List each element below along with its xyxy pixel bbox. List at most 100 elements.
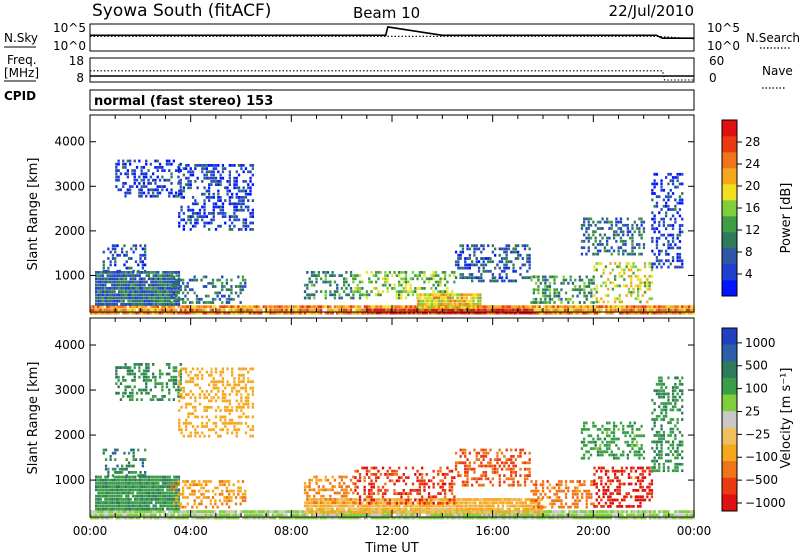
power-cell bbox=[669, 311, 672, 315]
power-cell bbox=[369, 311, 372, 315]
power-cell bbox=[477, 299, 480, 303]
power-cell bbox=[336, 283, 339, 287]
velocity-cell bbox=[393, 516, 396, 520]
power-cell bbox=[217, 189, 220, 193]
power-cell bbox=[131, 283, 135, 287]
power-cell bbox=[187, 164, 190, 167]
power-cell bbox=[637, 290, 640, 294]
velocity-cell bbox=[428, 504, 431, 508]
power-cell bbox=[521, 263, 524, 267]
power-cell bbox=[655, 236, 659, 240]
power-cell bbox=[177, 283, 181, 287]
power-cell bbox=[271, 311, 274, 315]
power-cell bbox=[553, 275, 556, 279]
freq-label-line1: Freq. bbox=[7, 53, 37, 67]
power-cell bbox=[108, 274, 112, 277]
power-cell bbox=[347, 293, 350, 297]
velocity-cell bbox=[492, 504, 495, 508]
velocity-cell bbox=[118, 485, 121, 488]
velocity-cell bbox=[605, 513, 608, 517]
power-cell bbox=[359, 305, 362, 309]
velocity-cell bbox=[127, 464, 131, 468]
power-cell bbox=[477, 311, 480, 315]
velocity-cell bbox=[99, 491, 102, 495]
velocity-cell bbox=[497, 513, 500, 517]
power-cell bbox=[134, 303, 137, 306]
power-cell bbox=[468, 263, 471, 267]
velocity-cell bbox=[522, 516, 525, 520]
velocity-cell bbox=[156, 398, 159, 401]
power-cell bbox=[322, 280, 325, 284]
power-cell bbox=[242, 164, 245, 167]
power-cell bbox=[142, 182, 146, 185]
velocity-cell bbox=[131, 388, 134, 392]
power-cell bbox=[247, 199, 250, 202]
velocity-cell bbox=[134, 494, 137, 498]
power-cell bbox=[133, 169, 136, 172]
power-cell bbox=[101, 311, 104, 315]
power-cell bbox=[457, 260, 460, 264]
power-cell bbox=[589, 308, 592, 312]
velocity-cell bbox=[522, 501, 525, 505]
power-cell bbox=[138, 287, 141, 290]
power-cell bbox=[149, 162, 152, 166]
power-cell bbox=[159, 277, 162, 281]
power-cell bbox=[605, 308, 608, 312]
velocity-cell bbox=[260, 510, 263, 513]
power-cell bbox=[665, 195, 668, 199]
power-cell bbox=[373, 311, 376, 315]
power-cell bbox=[596, 220, 600, 224]
velocity-cell bbox=[324, 513, 327, 517]
power-cell bbox=[444, 296, 448, 300]
power-cell bbox=[546, 278, 549, 282]
power-cell bbox=[477, 269, 481, 273]
power-cell bbox=[541, 288, 545, 292]
velocity-cell bbox=[95, 498, 98, 501]
power-cell bbox=[221, 281, 224, 285]
power-cell bbox=[99, 277, 102, 281]
power-cell bbox=[433, 293, 436, 297]
power-cell bbox=[643, 274, 647, 278]
velocity-cell bbox=[150, 494, 153, 498]
velocity-cell bbox=[129, 491, 132, 495]
power-cell bbox=[676, 256, 679, 259]
power-cell bbox=[154, 277, 158, 281]
power-cell bbox=[358, 296, 362, 300]
power-cell bbox=[660, 185, 663, 189]
colorbar-tick-label: 4 bbox=[745, 267, 753, 281]
velocity-cell bbox=[497, 504, 500, 508]
power-cell bbox=[481, 305, 484, 309]
power-cell bbox=[669, 246, 672, 250]
power-cell bbox=[209, 308, 212, 312]
velocity-cell bbox=[127, 485, 130, 488]
velocity-cell bbox=[175, 475, 178, 479]
velocity-cell bbox=[262, 513, 265, 517]
power-cell bbox=[324, 290, 327, 293]
power-cell bbox=[228, 183, 231, 186]
power-cell bbox=[205, 275, 208, 279]
velocity-cell bbox=[191, 516, 194, 520]
velocity-cell bbox=[545, 513, 548, 517]
power-cell bbox=[125, 250, 128, 254]
power-cell bbox=[662, 262, 665, 266]
power-cell bbox=[129, 191, 132, 195]
power-cell bbox=[609, 308, 613, 312]
velocity-cell bbox=[481, 516, 484, 520]
velocity-cell bbox=[140, 363, 143, 366]
power-cell bbox=[583, 217, 586, 221]
power-cell bbox=[642, 220, 646, 224]
colorbar-swatch bbox=[722, 168, 737, 185]
velocity-cell bbox=[99, 510, 102, 513]
power-cell bbox=[639, 281, 642, 285]
power-cell bbox=[631, 236, 634, 240]
velocity-cell bbox=[108, 513, 111, 517]
power-cell bbox=[529, 305, 532, 309]
velocity-cell bbox=[329, 516, 332, 520]
power-cell bbox=[667, 204, 670, 208]
velocity-cell bbox=[329, 510, 332, 514]
power-cell bbox=[441, 271, 444, 274]
velocity-cell bbox=[310, 504, 314, 508]
velocity-cell bbox=[133, 385, 136, 389]
power-cell bbox=[97, 280, 100, 284]
velocity-cell bbox=[439, 516, 442, 520]
